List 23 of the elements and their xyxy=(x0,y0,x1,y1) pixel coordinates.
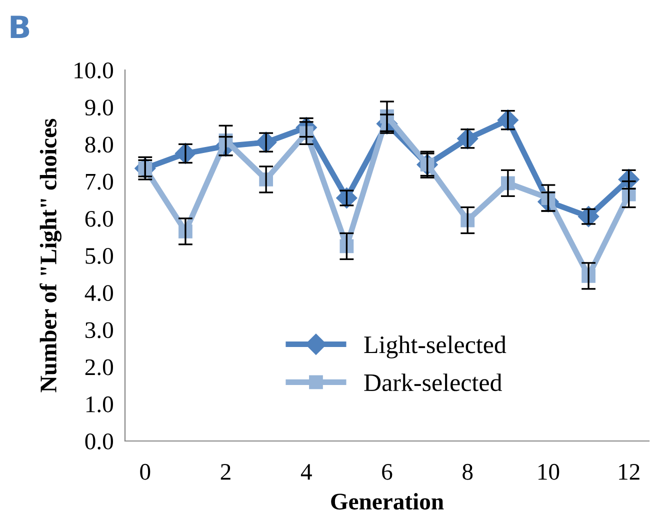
x-axis-title: Generation xyxy=(331,492,444,510)
y-tick-label: 10.0 xyxy=(74,62,113,79)
y-tick-label: 3.0 xyxy=(86,322,113,338)
x-tick-label: 2 xyxy=(220,464,230,480)
x-tick-label: 10 xyxy=(538,464,560,480)
y-tick-label: 1.0 xyxy=(86,396,113,412)
text: B xyxy=(10,16,30,38)
y-tick-label: 4.0 xyxy=(84,285,113,302)
x-tick-label: 0 xyxy=(140,464,150,480)
y-tick-label: 7.0 xyxy=(86,174,113,190)
legend-label: Dark-selected xyxy=(364,374,502,392)
x-tick-label: 4 xyxy=(300,464,312,480)
x-tick-label: 8 xyxy=(462,464,473,480)
y-tick-label: 0.0 xyxy=(85,433,113,450)
y-tick-label: 9.0 xyxy=(85,100,113,116)
y-tick-label: 8.0 xyxy=(85,136,113,153)
x-tick-label: 6 xyxy=(382,464,392,480)
y-tick-label: 2.0 xyxy=(85,359,113,376)
y-tick-label: 6.0 xyxy=(85,210,113,227)
y-tick-label: 5.0 xyxy=(86,248,113,264)
x-tick-label: 12 xyxy=(619,464,640,480)
legend-label: Light-selected xyxy=(364,336,506,358)
y-axis-title: Number of "Light" choices xyxy=(40,118,62,392)
